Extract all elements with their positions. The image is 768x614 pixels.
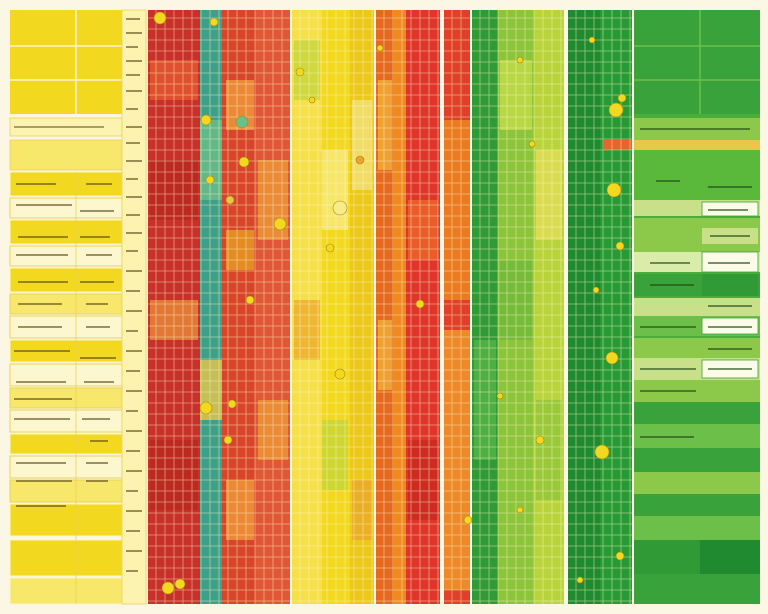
heatmap-dot: [273, 217, 287, 231]
left-table-rows: [9, 171, 123, 605]
heatmap-dot: [308, 96, 316, 104]
heatmap-dot: [153, 11, 167, 25]
heatmap-dot: [576, 576, 584, 584]
heatmap-dot: [238, 156, 250, 168]
heatmap-dot: [205, 175, 215, 185]
heatmap-dot: [334, 368, 346, 380]
heatmap-dots: [153, 11, 627, 595]
heatmap-dot: [528, 140, 536, 148]
right-green-table: [634, 10, 760, 604]
heatmap-dot: [606, 182, 622, 198]
orange-heat-band: [376, 10, 440, 604]
heatmap-dot: [209, 17, 219, 27]
heatmap-dot: [376, 44, 384, 52]
heatmap-dot: [223, 435, 233, 445]
heatmap-dot: [355, 155, 365, 165]
heatmap-dot: [605, 351, 619, 365]
heatmap-dot: [592, 286, 600, 294]
heatmap-dot: [161, 581, 175, 595]
heatmap-dot: [516, 506, 524, 514]
heatmap-dot: [245, 295, 255, 305]
heatmap-dot: [617, 93, 627, 103]
red-thin-band: [444, 10, 470, 604]
heatmap-dot: [415, 299, 425, 309]
yellow-heat-band: [292, 10, 374, 604]
heatmap-dot: [174, 578, 186, 590]
heatmap-dot: [235, 115, 249, 129]
heatmap-dot: [225, 195, 235, 205]
heatmap-dot: [615, 551, 625, 561]
left-yellow-table: [9, 10, 123, 605]
left-table-scribbles: [14, 126, 116, 507]
heatmap-dot: [516, 56, 524, 64]
heatmap-dot: [200, 114, 212, 126]
heatmap-dot: [227, 399, 237, 409]
heatmap-dot: [535, 435, 545, 445]
heatmap-dot: [594, 444, 610, 460]
heatmap-dot: [332, 200, 348, 216]
heatmap-dot: [588, 36, 596, 44]
heatmap-dot: [463, 515, 473, 525]
heatmap-dot: [295, 67, 305, 77]
heatmap-dot: [608, 102, 624, 118]
heatmap-dot: [325, 243, 335, 253]
label-strip: [121, 9, 147, 605]
heatmap-dot: [496, 392, 504, 400]
heatmap-dot: [615, 241, 625, 251]
heatmap-dot: [199, 401, 213, 415]
green-heat-band: [472, 10, 564, 604]
heatmap-grid: [148, 10, 632, 604]
